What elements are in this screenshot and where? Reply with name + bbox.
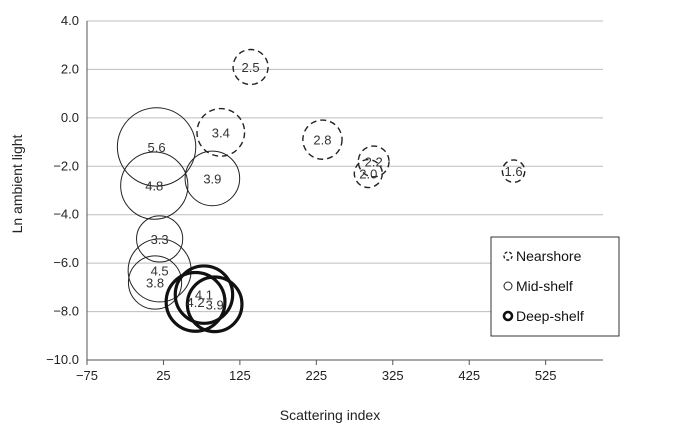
y-tick-label: −10.0 [46, 352, 79, 367]
legend-label-deep-shelf: Deep-shelf [516, 308, 584, 324]
legend-marker-mid-shelf [503, 281, 513, 291]
y-tick-label: 4.0 [61, 13, 79, 28]
nearshore-bubble [232, 48, 269, 86]
legend-marker-deep-shelf [502, 310, 514, 322]
x-tick-label: 325 [382, 368, 404, 383]
y-tick-label: −8.0 [53, 304, 79, 319]
x-tick-label: 225 [305, 368, 327, 383]
x-tick-label: 125 [229, 368, 251, 383]
y-tick-label: 2.0 [61, 61, 79, 76]
nearshore-bubble-label: 2.8 [313, 133, 331, 148]
nearshore-bubble [501, 159, 526, 184]
deep-shelf-bubble [185, 275, 244, 334]
mid-shelf-bubble-label: 3.8 [146, 276, 164, 291]
y-tick-label: −6.0 [53, 255, 79, 270]
mid-shelf-bubble [116, 107, 197, 187]
nearshore-bubble-label: 3.4 [212, 125, 230, 140]
nearshore-bubble [357, 145, 390, 178]
mid-shelf-bubble [127, 255, 183, 310]
axes: 4.0 2.0 0.0 −2.0 −4.0 −6.0 −8.0 −10.0−75 25 125 22… [46, 13, 603, 383]
legend-marker-nearshore [503, 251, 513, 261]
y-tick-label: −2.0 [53, 158, 79, 173]
y-axis-title: Ln ambient light [9, 134, 25, 233]
deep-shelf-bubble [173, 264, 235, 325]
deep-shelf-bubble-label: 3.9 [206, 297, 224, 312]
y-tick-label: −4.0 [53, 207, 79, 222]
deep-shelf-bubble [164, 270, 227, 333]
nearshore-bubble [302, 119, 343, 160]
nearshore-bubble [196, 107, 246, 157]
bubble-labels: 2.5 3.4 2.8 2.22.0 1.6 5.6 4.8 3.9 3.3 4.53.8 4.14… [145, 60, 522, 312]
mid-shelf-bubble-label: 3.9 [203, 171, 221, 186]
x-tick-label: −75 [76, 368, 98, 383]
mid-shelf-bubble [184, 150, 241, 207]
x-tick-label: 525 [535, 368, 557, 383]
deep-shelf-bubble-label: 4.2 [187, 295, 205, 310]
nearshore-bubble-label: 2.0 [359, 167, 377, 182]
nearshore-bubble-label: 1.6 [505, 164, 523, 179]
legend: Nearshore Mid-shelf Deep-shelf [490, 236, 620, 337]
mid-shelf-bubble [136, 215, 184, 263]
y-tick-label: 0.0 [61, 110, 79, 125]
mid-shelf-bubble-label: 4.5 [151, 263, 169, 278]
bubbles [116, 48, 526, 334]
mid-shelf-bubble-label: 3.3 [151, 232, 169, 247]
nearshore-bubble-label: 2.5 [242, 60, 260, 75]
mid-shelf-bubble [120, 151, 189, 220]
x-tick-label: 425 [458, 368, 480, 383]
mid-shelf-bubble-label: 5.6 [148, 140, 166, 155]
nearshore-bubble [353, 158, 384, 189]
mid-shelf-bubble-label: 4.8 [145, 179, 163, 194]
legend-label-nearshore: Nearshore [516, 248, 582, 264]
legend-label-mid-shelf: Mid-shelf [516, 278, 573, 294]
x-axis-title: Scattering index [280, 407, 380, 423]
deep-shelf-bubble-label: 4.1 [195, 288, 213, 303]
nearshore-bubble-label: 2.2 [365, 154, 383, 169]
x-tick-label: 25 [156, 368, 170, 383]
